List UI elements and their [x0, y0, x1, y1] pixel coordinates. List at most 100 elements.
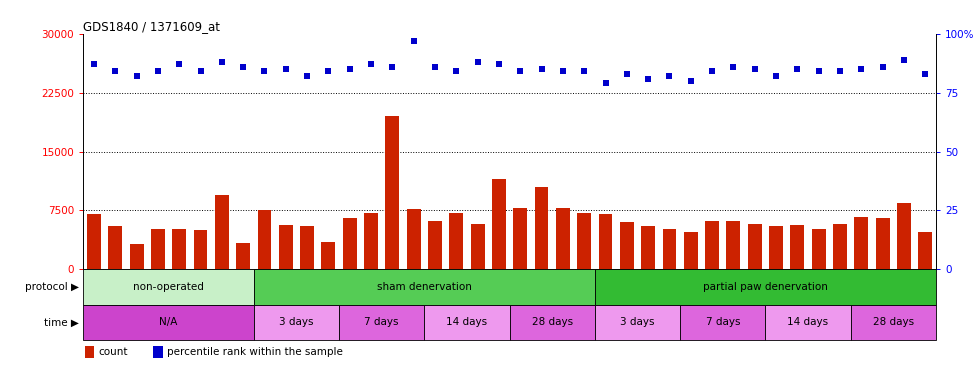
Point [128, 73, 144, 79]
Point [320, 69, 336, 75]
Bar [680, 304, 765, 340]
Bar [599, 214, 612, 269]
Bar [109, 226, 122, 269]
Bar [897, 202, 910, 269]
Point [875, 64, 891, 70]
Text: 3 days: 3 days [620, 317, 655, 327]
Bar [365, 213, 378, 269]
Bar [918, 232, 932, 269]
Point [427, 64, 443, 70]
Point [683, 78, 699, 84]
Point [108, 69, 123, 75]
Bar [254, 304, 339, 340]
Point [576, 69, 592, 75]
Point [725, 64, 741, 70]
Point [598, 80, 613, 86]
Text: partial paw denervation: partial paw denervation [703, 282, 828, 292]
Bar [83, 269, 254, 304]
Bar [662, 228, 676, 269]
Point [150, 69, 166, 75]
Text: 28 days: 28 days [532, 317, 572, 327]
Bar [765, 304, 851, 340]
Text: 14 days: 14 days [788, 317, 828, 327]
Bar [407, 209, 420, 269]
Bar [424, 304, 510, 340]
Point [705, 69, 720, 75]
Point [534, 66, 550, 72]
Bar [254, 269, 595, 304]
Point [406, 38, 421, 44]
Text: time ▶: time ▶ [44, 317, 79, 327]
Bar [510, 304, 595, 340]
Bar [85, 345, 94, 358]
Bar [851, 304, 936, 340]
Bar [83, 304, 254, 340]
Bar [339, 304, 424, 340]
Point [917, 71, 933, 77]
Point [193, 69, 209, 75]
Bar [258, 210, 271, 269]
Point [555, 69, 570, 75]
Text: GDS1840 / 1371609_at: GDS1840 / 1371609_at [83, 20, 221, 33]
Point [384, 64, 400, 70]
Bar [321, 242, 335, 269]
Text: protocol ▶: protocol ▶ [25, 282, 79, 292]
Point [235, 64, 251, 70]
Point [257, 69, 272, 75]
Bar [151, 228, 165, 269]
Point [469, 59, 485, 65]
Bar [556, 208, 569, 269]
Text: 28 days: 28 days [873, 317, 913, 327]
Bar [769, 226, 783, 269]
Point [640, 75, 656, 81]
Bar [194, 230, 208, 269]
Text: N/A: N/A [160, 317, 177, 327]
Point [896, 57, 911, 63]
Point [299, 73, 315, 79]
Bar [215, 195, 228, 269]
Point [747, 66, 762, 72]
Bar [876, 217, 890, 269]
Bar [620, 222, 634, 269]
Bar [470, 224, 484, 269]
Bar [535, 187, 549, 269]
Bar [87, 214, 101, 269]
Text: 7 days: 7 days [365, 317, 399, 327]
Bar [684, 232, 698, 269]
Text: sham denervation: sham denervation [377, 282, 471, 292]
Bar [428, 220, 442, 269]
Point [172, 62, 187, 68]
Bar [279, 225, 293, 269]
Text: 14 days: 14 days [447, 317, 487, 327]
Bar [172, 228, 186, 269]
Bar [300, 226, 314, 269]
Point [214, 59, 229, 65]
Point [832, 69, 848, 75]
Bar [791, 225, 805, 269]
Point [364, 62, 379, 68]
Point [342, 66, 358, 72]
Point [768, 73, 784, 79]
Bar [706, 220, 719, 269]
Text: percentile rank within the sample: percentile rank within the sample [167, 347, 343, 357]
Bar [153, 345, 163, 358]
Text: 7 days: 7 days [706, 317, 740, 327]
Point [86, 62, 102, 68]
Bar [726, 220, 740, 269]
Point [449, 69, 465, 75]
Text: 3 days: 3 days [279, 317, 314, 327]
Point [662, 73, 677, 79]
Bar [236, 243, 250, 269]
Point [790, 66, 806, 72]
Bar [833, 224, 847, 269]
Bar [595, 304, 680, 340]
Bar [514, 208, 527, 269]
Bar [748, 224, 761, 269]
Text: non-operated: non-operated [133, 282, 204, 292]
Bar [855, 217, 868, 269]
Point [619, 71, 635, 77]
Bar [343, 218, 357, 269]
Bar [385, 116, 399, 269]
Bar [641, 226, 655, 269]
Point [513, 69, 528, 75]
